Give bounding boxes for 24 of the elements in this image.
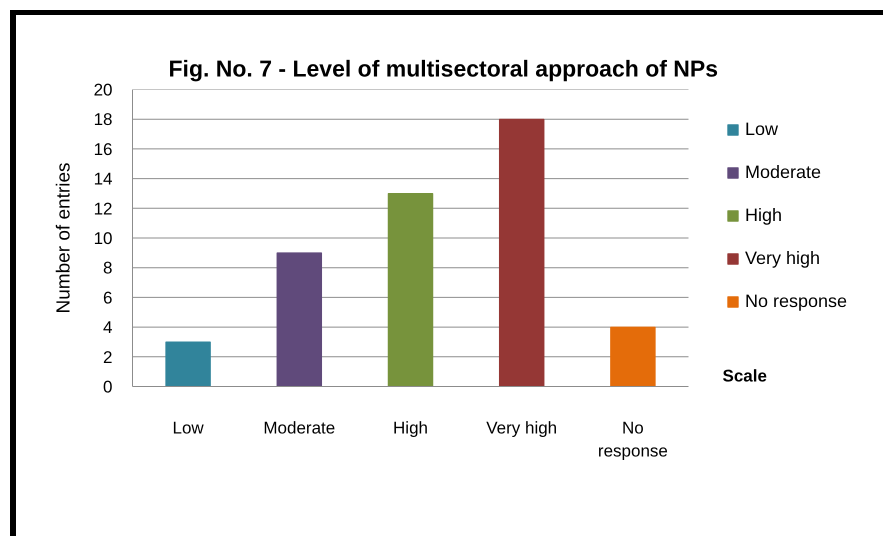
y-tick-label: 20 <box>94 80 113 100</box>
x-axis-title: Scale <box>722 366 767 386</box>
y-tick-label: 2 <box>103 348 113 367</box>
x-tick-label: No response <box>598 418 668 460</box>
legend-label: Moderate <box>745 162 822 183</box>
y-tick-label: 18 <box>94 110 113 130</box>
y-tick-label: 6 <box>103 288 113 308</box>
y-tick-label: 8 <box>103 258 113 278</box>
legend-label: No response <box>745 291 848 312</box>
y-tick-label: 16 <box>94 140 113 159</box>
y-tick-label: 4 <box>103 318 113 338</box>
x-tick-label: High <box>393 418 428 438</box>
x-tick-label: Low <box>172 418 204 438</box>
x-tick-label: Moderate <box>263 418 336 438</box>
legend-label: Low <box>745 119 778 140</box>
y-tick-label: 10 <box>94 229 113 248</box>
x-tick-label: Very high <box>486 418 558 438</box>
legend-label: High <box>745 205 782 226</box>
y-tick-label: 14 <box>94 170 113 189</box>
y-tick-label: 12 <box>94 199 113 218</box>
y-axis-title: Number of entries <box>54 162 75 314</box>
chart-title: Fig. No. 7 - Level of multisectoral approach of NPs <box>168 56 718 82</box>
y-tick-label: 0 <box>103 378 113 396</box>
legend-label: Very high <box>745 248 820 269</box>
